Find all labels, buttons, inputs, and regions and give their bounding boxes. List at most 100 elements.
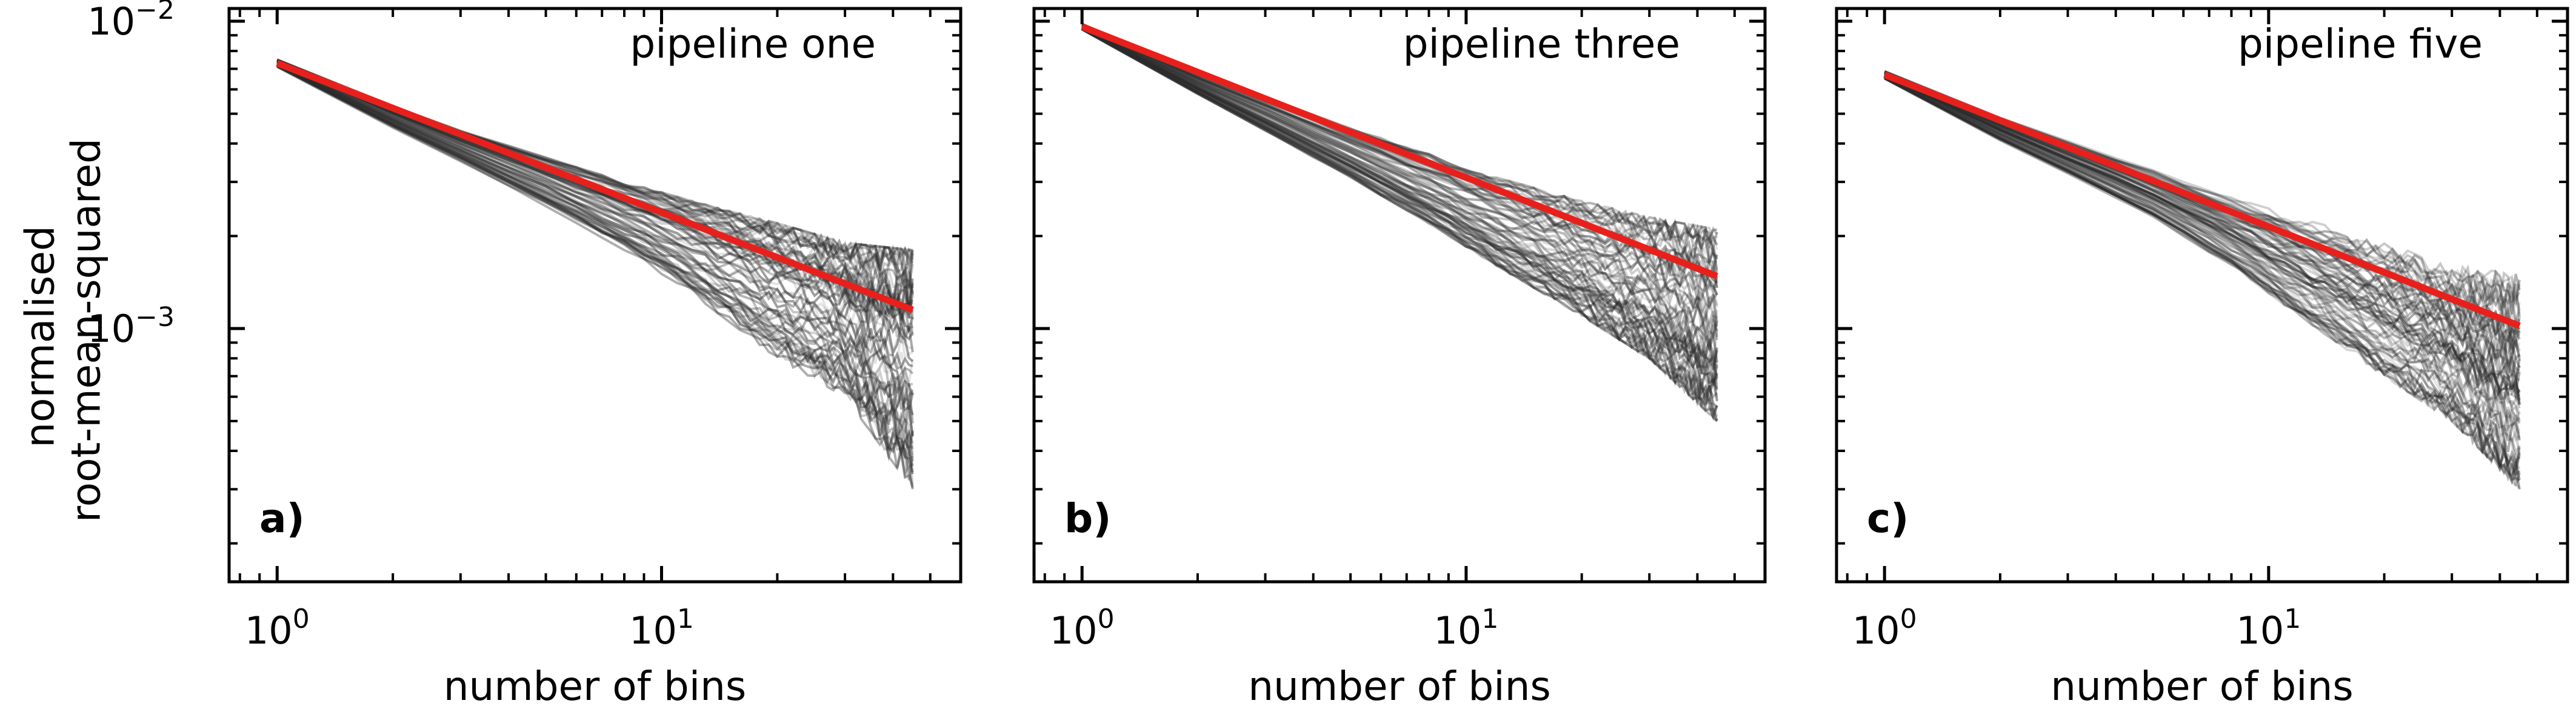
trial-traces (1884, 70, 2521, 490)
trial-trace (1884, 73, 2521, 380)
axes-frame (1835, 7, 2569, 584)
trial-trace (1884, 72, 2521, 356)
trial-trace (1884, 70, 2521, 309)
panel-2: 100 101 pipeline three b) number of bins (1032, 7, 1767, 706)
trial-trace (1884, 76, 2521, 472)
trial-trace (1081, 28, 1718, 421)
trial-trace (1081, 27, 1718, 384)
fit-line (1081, 23, 1718, 279)
trial-trace (1884, 77, 2521, 490)
fit-line (1883, 72, 2521, 329)
panel-title: pipeline one (630, 21, 876, 67)
fit-line (276, 60, 914, 313)
trial-trace (1081, 26, 1718, 370)
panel-title: pipeline five (2238, 21, 2483, 67)
trial-trace (1081, 26, 1718, 355)
trial-trace (1884, 76, 2521, 453)
trial-trace (1884, 77, 2520, 488)
x-tick-label: 100 (1852, 604, 1917, 653)
trial-trace (276, 59, 914, 271)
trial-trace (1081, 27, 1718, 398)
trial-trace (1081, 27, 1718, 387)
trial-trace (276, 59, 914, 275)
trial-trace (276, 59, 914, 288)
trial-trace (1081, 26, 1718, 362)
trial-trace (1081, 27, 1718, 390)
trial-trace (1081, 28, 1718, 422)
trial-trace (1081, 22, 1718, 243)
trial-trace (1884, 75, 2521, 456)
trial-traces (276, 58, 914, 490)
trial-trace (276, 61, 914, 343)
trial-trace (1884, 72, 2521, 355)
trial-trace (1884, 76, 2521, 477)
trial-trace (1081, 26, 1718, 364)
panel-title: pipeline three (1403, 21, 1680, 67)
trial-trace (1884, 76, 2521, 475)
trial-trace (276, 65, 914, 481)
trial-trace (276, 59, 914, 289)
panel-3: 100 101 pipeline five c) number of bins (1835, 7, 2569, 706)
trial-trace (1884, 77, 2521, 477)
trial-trace (1884, 73, 2521, 399)
trial-trace (1884, 74, 2521, 409)
trial-trace (1081, 25, 1718, 331)
trial-trace (1081, 25, 1718, 350)
trial-trace (276, 64, 913, 448)
trial-trace (1081, 25, 1718, 338)
trial-trace (1884, 73, 2521, 372)
trial-trace (1884, 70, 2521, 315)
x-axis-label: number of bins (444, 663, 747, 706)
panel-label: a) (259, 495, 305, 542)
trial-trace (276, 58, 914, 278)
trial-trace (276, 62, 914, 411)
trial-trace (276, 58, 914, 267)
x-tick-label: 100 (1050, 604, 1115, 653)
trial-trace (1884, 73, 2521, 404)
trial-trace (1884, 77, 2521, 481)
trial-trace (1884, 74, 2521, 408)
trial-trace (1884, 75, 2521, 442)
x-tick-label: 101 (629, 604, 694, 653)
axes-frame (227, 7, 963, 584)
trial-trace (1884, 75, 2521, 435)
trial-trace (1884, 73, 2521, 367)
trial-trace (1081, 25, 1718, 354)
trial-trace (276, 61, 913, 366)
trial-trace (1081, 26, 1718, 368)
trial-trace (1884, 70, 2521, 302)
trial-trace (1884, 70, 2521, 308)
trial-trace (1884, 74, 2521, 401)
trial-trace (1081, 28, 1718, 408)
trial-trace (276, 59, 914, 293)
trial-trace (276, 58, 914, 269)
trial-trace (1081, 25, 1718, 323)
figure-ylabel-line-2: root-mean-squared (62, 138, 109, 522)
trial-trace (1884, 74, 2521, 411)
trial-trace (1081, 25, 1718, 344)
trial-trace (276, 58, 913, 265)
trial-trace (1081, 28, 1718, 418)
x-tick-label: 100 (245, 604, 310, 653)
trial-trace (276, 62, 913, 399)
trial-trace (1081, 24, 1718, 301)
trial-trace (1081, 25, 1718, 341)
trial-trace (1081, 27, 1718, 378)
trial-trace (1081, 25, 1718, 321)
trial-trace (276, 64, 914, 449)
trial-trace (1884, 75, 2521, 430)
trial-trace (276, 64, 914, 444)
trial-trace (1884, 73, 2521, 381)
trial-trace (1081, 22, 1718, 244)
panel-label: b) (1064, 495, 1111, 542)
trial-trace (1884, 73, 2521, 398)
trial-trace (1081, 24, 1718, 293)
trial-trace (1081, 24, 1718, 288)
trial-trace (1081, 26, 1718, 364)
trial-trace (276, 61, 914, 357)
x-axis-label: number of bins (2050, 663, 2354, 706)
trial-trace (1884, 77, 2520, 482)
trial-trace (1884, 75, 2521, 422)
trial-trace (1884, 74, 2521, 405)
trial-trace (276, 64, 914, 462)
